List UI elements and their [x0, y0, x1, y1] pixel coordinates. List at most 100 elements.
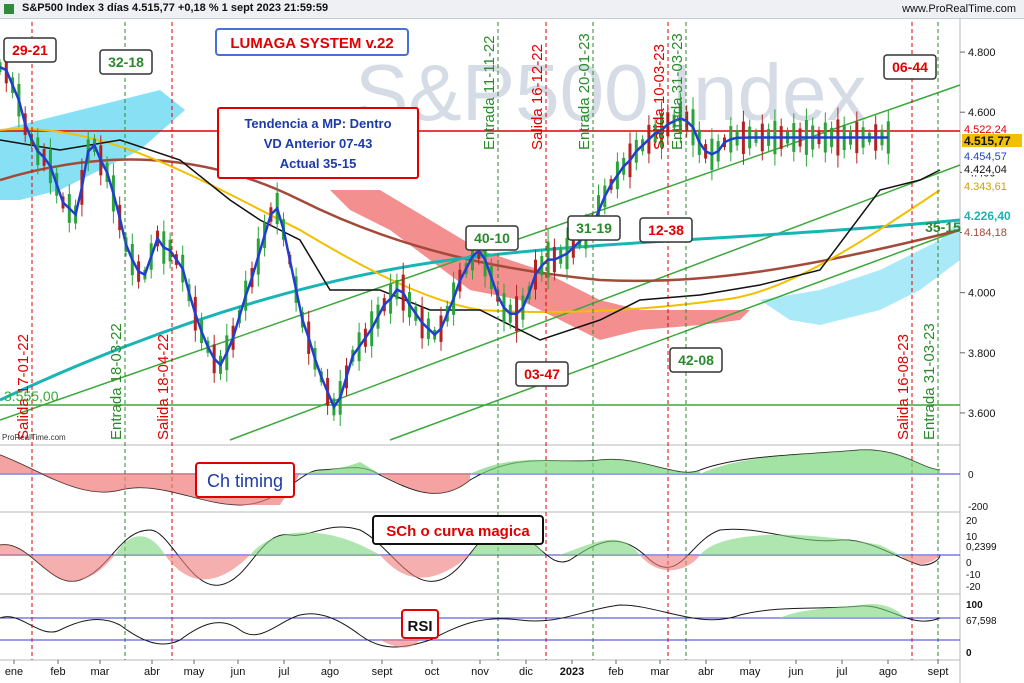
y-tick-label: 4.000	[968, 288, 996, 300]
signal-label: Entrada 20-01-23	[576, 33, 593, 150]
signal-label: Entrada 18-03-22	[108, 323, 125, 440]
axis-label-bg	[962, 179, 1022, 192]
annotation-label: 35-15	[925, 219, 961, 235]
signal-label: Entrada 11-11-22	[481, 35, 498, 150]
system-box	[215, 28, 409, 56]
x-tick-label: oct	[425, 666, 440, 678]
axis-label-bg	[962, 122, 1022, 135]
axis-label-bg	[962, 225, 1022, 238]
x-tick-label: dic	[519, 666, 534, 678]
x-tick-label: jul	[835, 666, 847, 678]
annotation-boxes: 29-21 32-18 40-10 31-19 12-38 03-47 42-08 06-44…	[3, 37, 961, 387]
chart-header-title: S&P500 Index 3 días 4.515,77 +0,18 % 1 s…	[22, 2, 329, 14]
x-tick-label: mar	[91, 666, 110, 678]
x-tick-label: feb	[608, 666, 623, 678]
signal-label: Salida 18-04-22	[155, 334, 172, 440]
annotation-label: 12-38	[648, 222, 684, 238]
ind-tick-label: 0	[966, 558, 972, 569]
axis-value-label: 4.454,57	[964, 151, 1007, 163]
ind-tick-label: -200	[968, 502, 988, 513]
ind-tick-label: 100	[966, 600, 983, 611]
annotation-box	[883, 54, 937, 80]
annotation-box	[669, 347, 723, 373]
ind-tick-label: 10	[966, 532, 978, 543]
signal-label: Entrada 31-03-23	[669, 33, 686, 150]
x-tick-label: feb	[50, 666, 65, 678]
annotation-box	[515, 361, 569, 387]
axis-value-label: 4.515,77	[964, 134, 1011, 148]
axis-value-label: 4.424,04	[964, 164, 1007, 176]
x-tick-label: ago	[321, 666, 339, 678]
annotation-label: 31-19	[576, 220, 612, 236]
ind-tick-label: 0	[968, 470, 974, 481]
trend-box	[217, 107, 419, 179]
axis-value-label: 4.184,18	[964, 227, 1007, 239]
annotation-label: 06-44	[892, 59, 928, 75]
x-tick-label: mar	[651, 666, 670, 678]
x-tick-label: may	[740, 666, 761, 678]
signal-label: Salida 10-03-23	[651, 44, 668, 150]
system-label: LUMAGA SYSTEM v.22	[230, 35, 393, 52]
support-label: 3.555,00	[4, 388, 59, 404]
x-tick-label: may	[184, 666, 205, 678]
ind-tick-label: 0,2399	[966, 542, 997, 553]
y-tick-label: 4.800	[968, 47, 996, 59]
ind-tick-label: 67,598	[966, 616, 997, 627]
axis-label-bg	[962, 209, 1022, 222]
source-label: ProRealTime.com	[2, 433, 66, 442]
signal-label: Salida 16-12-22	[529, 44, 546, 150]
annotation-box	[99, 49, 153, 75]
axis-value-label: 4.226,40	[964, 209, 1011, 223]
y-tick-label: 3.600	[968, 408, 996, 420]
trend-line-2: VD Anterior 07-43	[264, 136, 373, 151]
y-tick-label: 3.800	[968, 348, 996, 360]
trend-line-3: Actual 35-15	[280, 156, 357, 171]
axis-value-labels: 4.522,244.515,77 4.454,574.424,04 4.343,61…	[962, 122, 1022, 239]
annotation-label: 03-47	[524, 366, 560, 382]
x-tick-label: ene	[5, 666, 23, 678]
sch-box	[372, 515, 544, 545]
annotation-label: 42-08	[678, 352, 714, 368]
signal-label: Salida 17-01-22	[15, 334, 32, 440]
vertical-signals: Salida 17-01-22 Entrada 18-03-22 Salida 18…	[15, 22, 939, 660]
site-link[interactable]: www.ProRealTime.com	[902, 3, 1016, 15]
price-line	[0, 65, 889, 410]
ch-timing-box	[195, 462, 295, 498]
annotation-box	[3, 37, 57, 63]
annotation-label: 40-10	[474, 230, 510, 246]
annotation-box	[567, 215, 621, 241]
signal-label: Salida 16-08-23	[895, 334, 912, 440]
axis-value-label: 4.522,24	[964, 124, 1007, 136]
x-tick-label: sept	[372, 666, 393, 678]
axis-value-label: 4.343,61	[964, 181, 1007, 193]
watermark: S&P500 Index	[355, 48, 866, 137]
x-tick-label: sept	[928, 666, 949, 678]
x-tick-label: ago	[879, 666, 897, 678]
ind-tick-label: 0	[966, 648, 972, 659]
rsi-box	[401, 609, 439, 639]
x-axis: ene feb mar abr may jun jul ago sept oct nov dic 202…	[5, 660, 949, 678]
ind-tick-label: 20	[966, 516, 978, 527]
x-tick-label: jul	[277, 666, 289, 678]
ind-tick-label: -10	[966, 570, 981, 581]
x-tick-label: abr	[144, 666, 160, 678]
x-tick-label: nov	[471, 666, 489, 678]
x-tick-label: jun	[788, 666, 804, 678]
annotation-box	[639, 217, 693, 243]
axis-label-bg	[962, 149, 1022, 162]
x-tick-label: abr	[698, 666, 714, 678]
ch-timing-label: Ch timing	[207, 471, 283, 491]
x-tick-label: jun	[230, 666, 246, 678]
sch-label: SCh o curva magica	[386, 523, 530, 540]
x-tick-label: 2023	[560, 666, 584, 678]
signal-label: Entrada 31-03-23	[921, 323, 938, 440]
ind-tick-label: -20	[966, 582, 981, 593]
rsi-label: RSI	[407, 618, 432, 635]
annotation-label: 29-21	[12, 42, 48, 58]
annotation-box	[465, 225, 519, 251]
axis-label-bg	[962, 134, 1022, 147]
instrument-icon	[4, 4, 14, 14]
trend-line-1: Tendencia a MP: Dentro	[244, 116, 391, 131]
